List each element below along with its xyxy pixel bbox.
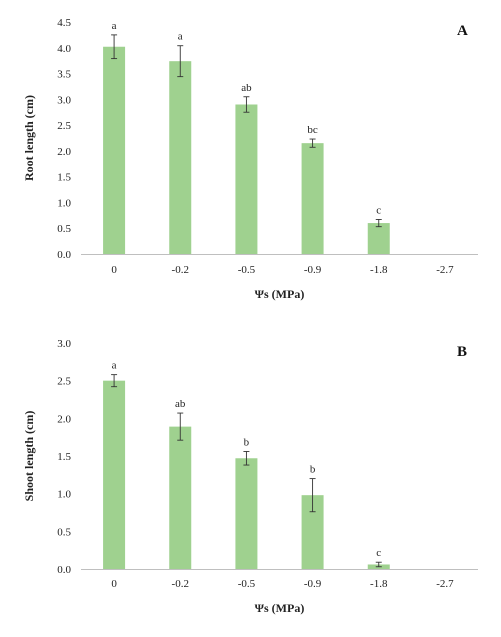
panel-label: B: [457, 344, 467, 360]
bar: [103, 46, 126, 254]
significance-label: c: [376, 204, 381, 216]
bar: [103, 380, 126, 569]
bar: [169, 61, 192, 254]
significance-label: b: [244, 436, 250, 448]
y-tick-label: 1.0: [57, 197, 71, 209]
significance-label: c: [376, 547, 381, 559]
y-tick-label: 2.0: [57, 413, 71, 425]
x-axis-title: Ψs (MPa): [255, 601, 305, 615]
y-tick-label: 3.0: [57, 338, 71, 350]
bar: [169, 426, 192, 569]
y-tick-label: 2.5: [57, 120, 71, 132]
x-tick-label: 0: [111, 264, 117, 276]
y-tick-label: 1.0: [57, 489, 71, 501]
significance-label: a: [112, 20, 117, 32]
y-tick-label: 3.5: [57, 69, 71, 81]
y-tick-label: 4.0: [57, 43, 71, 55]
y-tick-label: 0.5: [57, 526, 71, 538]
x-tick-label: -0.2: [172, 578, 189, 590]
bar: [301, 143, 324, 254]
chart-panel-a: 0.0 0.5 1.0 1.5 2.0 2.5 3.0 3.5 4.0 4.5 a 0 a -0.2 ab -…: [22, 17, 478, 301]
y-axis-title: Root length (cm): [22, 95, 36, 181]
y-tick-label: 1.5: [57, 451, 71, 463]
x-axis-title: Ψs (MPa): [255, 287, 305, 301]
x-tick-label: -0.5: [238, 578, 256, 590]
y-tick-label: 1.5: [57, 172, 71, 184]
bar: [235, 458, 258, 569]
y-tick-label: 4.5: [57, 17, 71, 29]
significance-label: b: [310, 464, 316, 476]
x-tick-label: -2.7: [436, 264, 454, 276]
chart-panel-b: 0.0 0.5 1.0 1.5 2.0 2.5 3.0 a 0 ab -0.2 b -0.5 b -0.9 c…: [22, 338, 478, 615]
x-tick-label: -0.2: [172, 264, 189, 276]
panel-label: A: [457, 23, 468, 39]
y-tick-label: 3.0: [57, 94, 71, 106]
y-tick-label: 0.0: [57, 249, 71, 261]
significance-label: ab: [175, 398, 186, 410]
x-tick-label: -0.9: [304, 264, 322, 276]
y-tick-label: 0.5: [57, 223, 71, 235]
bar: [301, 495, 324, 569]
y-tick-label: 2.5: [57, 376, 71, 388]
y-tick-label: 0.0: [57, 564, 71, 576]
significance-label: a: [178, 31, 183, 43]
x-tick-label: -2.7: [436, 578, 454, 590]
x-tick-label: -1.8: [370, 578, 388, 590]
significance-label: bc: [307, 124, 318, 136]
x-tick-label: -0.9: [304, 578, 322, 590]
x-tick-label: -0.5: [238, 264, 256, 276]
significance-label: ab: [241, 82, 252, 94]
significance-label: a: [112, 360, 117, 372]
x-tick-label: -1.8: [370, 264, 388, 276]
bar: [235, 104, 258, 254]
y-tick-label: 2.0: [57, 146, 71, 158]
y-axis-title: Shoot length (cm): [22, 411, 36, 502]
x-tick-label: 0: [111, 578, 117, 590]
bar: [367, 223, 390, 254]
